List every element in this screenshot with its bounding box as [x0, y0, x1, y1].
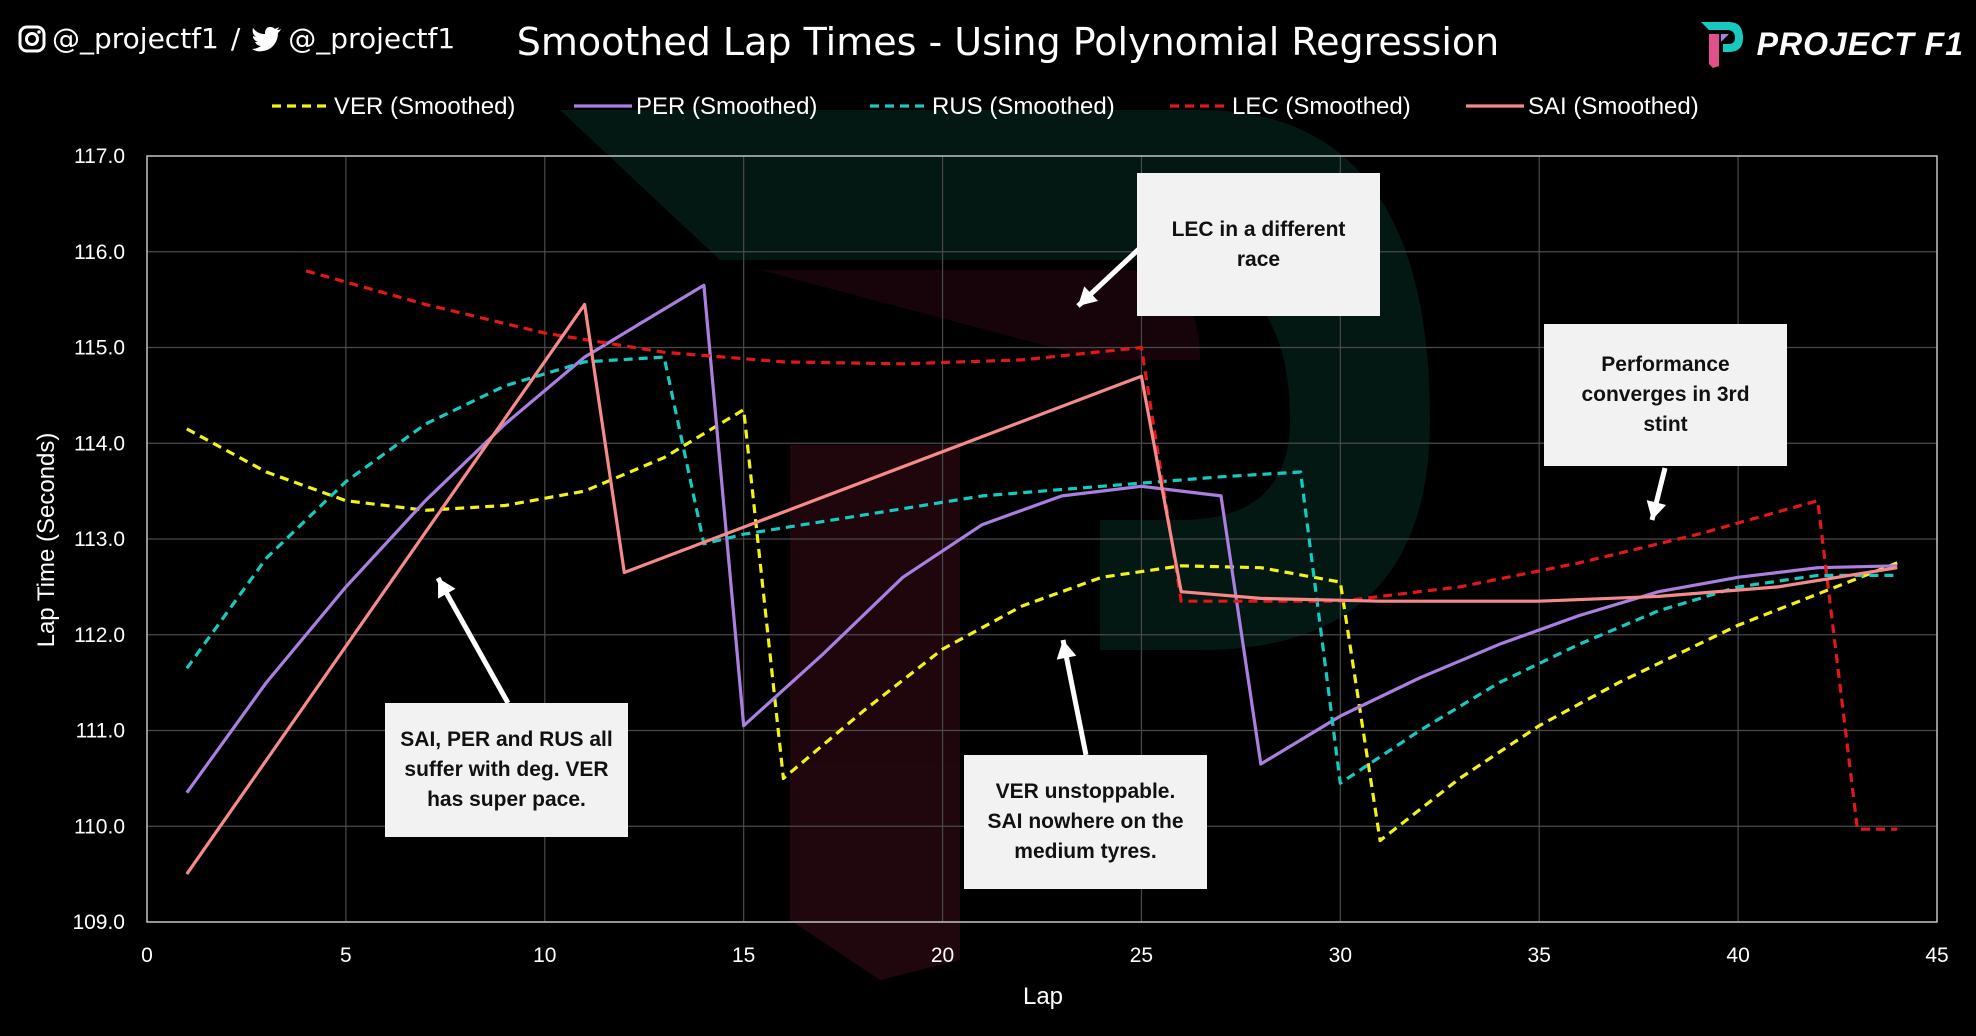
x-tick-label: 10: [533, 944, 556, 967]
annotation-arrow-head: [438, 578, 456, 599]
y-tick-label: 116.0: [74, 241, 125, 264]
annotation-arrow-head: [1056, 640, 1077, 660]
annotation-ver: VER unstoppable. SAI nowhere on the medium…: [964, 755, 1207, 889]
y-tick-label: 109.0: [72, 911, 125, 934]
annotation-line: suffer with deg. VER: [404, 758, 609, 781]
y-tick-label: 113.0: [74, 528, 125, 551]
y-axis-label: Lap Time (Seconds): [33, 433, 60, 648]
brand-name: PROJECT F1: [1756, 25, 1964, 62]
chart-title: Smoothed Lap Times - Using Polynomial Re…: [516, 20, 1500, 64]
brand-logo: PROJECT F1: [1695, 18, 1964, 70]
series-line-lec: [305, 269, 1898, 831]
annotation-line: SAI nowhere on the: [987, 810, 1184, 833]
project-f1-logo-icon: [1700, 22, 1743, 68]
x-tick-label: 25: [1130, 944, 1153, 967]
legend-label-sai: SAI (Smoothed): [1528, 93, 1699, 120]
annotation-line: LEC in a different: [1171, 217, 1346, 241]
annotation-arrow-head: [1646, 500, 1667, 520]
chart-axes: 0 5 10 15 20 25 30 35 40 45 109.0 110.0 111.0 112.0 11…: [72, 145, 1948, 967]
series-line-ver: [186, 408, 1898, 843]
x-tick-label: 45: [1925, 944, 1948, 967]
legend-label-ver: VER (Smoothed): [334, 93, 515, 120]
x-tick-label: 30: [1329, 944, 1352, 967]
annotation-arrow-line: [435, 576, 511, 705]
x-tick-label: 0: [141, 944, 153, 967]
annotation-arrow-line: [1060, 639, 1089, 756]
annotation-line: converges in 3rd: [1581, 383, 1750, 406]
social-handles: @_projectf1 / @_projectf1: [18, 22, 455, 55]
annotation-line: SAI, PER and RUS all: [400, 728, 613, 751]
y-tick-label: 112.0: [74, 624, 125, 647]
annotation-line: Performance: [1601, 353, 1730, 376]
annotation-line: stint: [1643, 413, 1688, 436]
y-tick-label: 111.0: [76, 720, 125, 743]
annotation-line: race: [1236, 247, 1281, 271]
chart-series: [185, 269, 1898, 876]
annotation-line: medium tyres.: [1014, 840, 1157, 863]
y-tick-label: 117.0: [74, 145, 125, 168]
annotation-lec: LEC in a different race: [1137, 173, 1380, 316]
x-tick-label: 5: [340, 944, 352, 967]
legend-label-rus: RUS (Smoothed): [932, 93, 1115, 120]
annotation-deg: SAI, PER and RUS all suffer with deg. VER…: [385, 703, 628, 837]
annotation-line: has super pace.: [427, 788, 586, 811]
y-tick-label: 114.0: [74, 432, 125, 455]
series-line-sai: [185, 302, 1898, 876]
annotation-text: Performance converges in 3rd stint: [1581, 350, 1749, 440]
annotation-arrows: [435, 246, 1668, 756]
annotation-performance: Performance converges in 3rd stint: [1544, 324, 1787, 466]
x-tick-label: 40: [1726, 944, 1749, 967]
instagram-handle: @_projectf1: [52, 22, 219, 55]
chart-legend: VER (Smoothed) PER (Smoothed) RUS (Smoothe…: [272, 93, 1699, 120]
x-axis-label: Lap: [1023, 983, 1063, 1010]
plot-area-border: [146, 155, 1938, 923]
annotation-text: SAI, PER and RUS all suffer with deg. VER…: [400, 725, 612, 815]
x-tick-label: 20: [931, 944, 954, 967]
annotation-text: VER unstoppable. SAI nowhere on the medium…: [987, 777, 1183, 867]
twitter-icon: [252, 26, 282, 51]
annotation-arrow-head: [1078, 286, 1098, 306]
series-line-rus: [185, 355, 1898, 785]
x-tick-label: 15: [732, 944, 755, 967]
legend-label-lec: LEC (Smoothed): [1232, 93, 1411, 120]
twitter-handle: @_projectf1: [288, 22, 456, 55]
annotation-line: VER unstoppable.: [995, 780, 1176, 803]
handle-separator: /: [230, 22, 241, 55]
legend-label-per: PER (Smoothed): [636, 93, 817, 120]
x-tick-label: 35: [1528, 944, 1551, 967]
y-tick-label: 110.0: [74, 815, 125, 838]
instagram-icon: [18, 25, 46, 52]
annotation-text: LEC in a different race: [1172, 215, 1346, 275]
chart-title-wrap: Smoothed Lap Times - Using Polynomial Re…: [0, 20, 1976, 64]
y-tick-label: 115.0: [74, 337, 125, 360]
